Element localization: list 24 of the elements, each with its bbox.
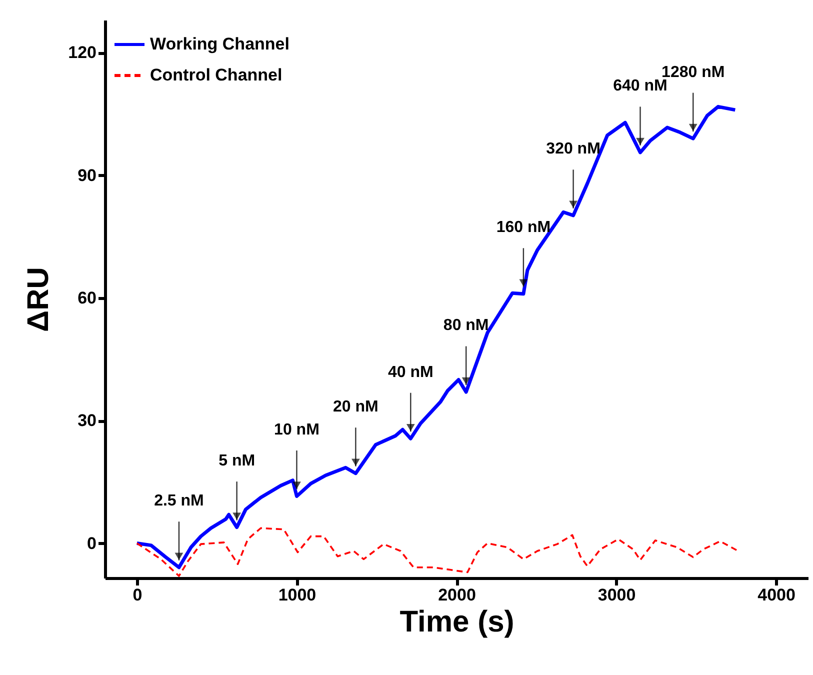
y-tick-label: 30 bbox=[78, 411, 96, 430]
annotation: 5 nM bbox=[218, 452, 256, 470]
annotation: 20 nM bbox=[333, 398, 378, 416]
x-tick-label: 0 bbox=[132, 586, 142, 604]
legend-label: Working Channel bbox=[150, 34, 290, 54]
annotation: 160 nM bbox=[496, 219, 551, 236]
y-tick-label: 60 bbox=[78, 288, 96, 308]
y-tick-label: 90 bbox=[78, 166, 96, 185]
x-tick-label: 3000 bbox=[598, 586, 636, 604]
line-series bbox=[135, 104, 737, 570]
y-tick-label: 0 bbox=[87, 534, 96, 553]
line-series bbox=[136, 527, 740, 577]
x-tick-label: 1000 bbox=[278, 586, 316, 604]
y-axis-title: ΔRU bbox=[22, 267, 56, 332]
x-axis-title: Time (s) bbox=[400, 606, 514, 638]
annotation: 320 nM bbox=[546, 140, 600, 158]
annotation: 2.5 nM bbox=[154, 492, 204, 510]
annotation: 80 nM bbox=[443, 317, 489, 334]
annotation: 40 nM bbox=[388, 364, 434, 381]
y-tick-label: 120 bbox=[68, 43, 96, 62]
legend-label: Control Channel bbox=[150, 66, 282, 84]
x-tick-label: 2000 bbox=[438, 586, 476, 604]
annotation: 10 nM bbox=[274, 421, 320, 438]
x-tick-label: 4000 bbox=[758, 586, 796, 604]
